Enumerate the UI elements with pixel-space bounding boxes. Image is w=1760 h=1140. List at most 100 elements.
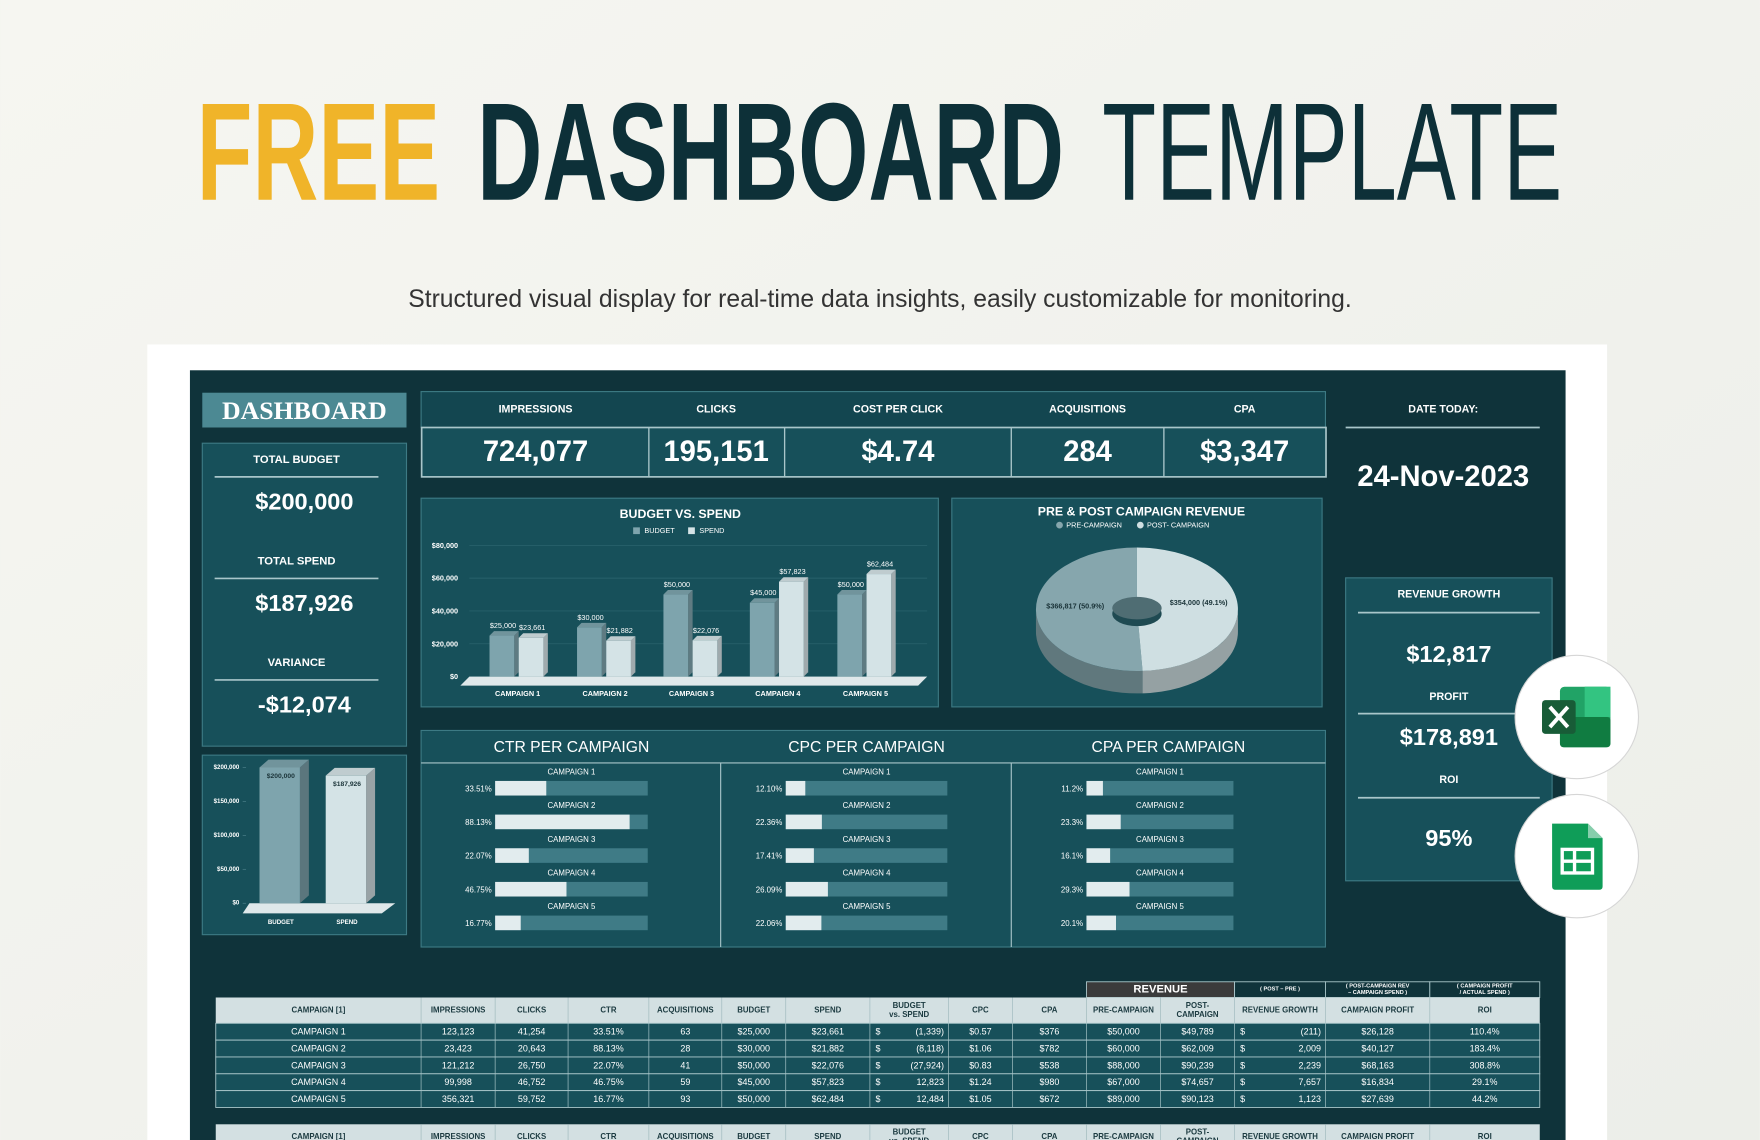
column-header: CAMPAIGN PROFIT (1341, 1132, 1414, 1140)
column-header: CLICKS (517, 1132, 546, 1140)
progress-track (785, 814, 948, 830)
legend-swatch (1136, 521, 1144, 529)
kpi-label: IMPRESSIONS (499, 404, 573, 416)
table-cell: 29.1% (1472, 1077, 1497, 1087)
revenue-value: $12,817 (1406, 641, 1491, 667)
content: TOTAL BUDGET $200,000 TOTAL SPEND $187,926 V… (201, 391, 1553, 1140)
group-label: ( CAMPAIGN PROFIT (1457, 983, 1513, 989)
group-label: – CAMPAIGN SPEND ) (1348, 990, 1407, 996)
table-cell: 44.2% (1472, 1094, 1497, 1104)
y-tick-label: $0 (232, 900, 239, 907)
bar-side (366, 767, 376, 904)
kpi-label: ACQUISITIONS (1049, 404, 1126, 416)
category-label: CAMPAIGN 4 (548, 868, 596, 877)
progress-bar (495, 915, 521, 931)
table-cell: 59 (680, 1077, 690, 1087)
table-cell: 23,423 (444, 1044, 471, 1054)
pie-slice (1136, 547, 1238, 671)
y-tick-label: $200,000 (214, 764, 240, 771)
table-cell: $67,000 (1107, 1077, 1139, 1087)
kpi-header (420, 391, 1327, 429)
value-label: 26.09% (756, 885, 783, 894)
column-header: CAMPAIGN (1176, 1137, 1218, 1140)
data-label: $200,000 (267, 773, 295, 780)
table-header (215, 1124, 1540, 1140)
column-header: vs. SPEND (889, 1137, 929, 1140)
bar-side (688, 590, 693, 677)
currency-sign: $ (876, 1077, 881, 1087)
column-header: CTR (600, 1005, 616, 1014)
table-cell: $0.83 (969, 1060, 991, 1070)
currency-sign: $ (876, 1044, 881, 1054)
table-cell: 41,254 (518, 1027, 545, 1037)
progress-bar (1086, 915, 1117, 931)
bar-side (774, 598, 780, 677)
column-header: ROI (1478, 1132, 1492, 1140)
data-label: $45,000 (750, 588, 776, 597)
progress-bar (785, 848, 814, 863)
table-cell: 46.75% (593, 1077, 623, 1087)
floor (460, 676, 928, 686)
value-label: 22.07% (465, 852, 492, 861)
group-label: ( POST – PRE ) (1260, 987, 1300, 993)
value-label: 22.36% (756, 818, 783, 827)
bar (779, 581, 804, 677)
progress-bar (1086, 814, 1121, 830)
subtitle: Structured visual display for real-time … (408, 286, 1351, 313)
bar (489, 635, 515, 677)
x-tick-label: CAMPAIGN 4 (755, 689, 801, 698)
value-label: 16.77% (465, 919, 492, 928)
bar-side (803, 577, 809, 677)
table-cell: 41 (680, 1060, 690, 1070)
progress-track (1086, 848, 1234, 863)
summary-label: TOTAL BUDGET (253, 454, 340, 466)
value-label: 23.3% (1061, 818, 1083, 827)
bar (866, 574, 892, 677)
table-cell: CAMPAIGN 5 (291, 1094, 346, 1104)
column-header: IMPRESSIONS (431, 1005, 485, 1014)
table-cell: 121,212 (442, 1060, 474, 1070)
table-cell: $1.05 (969, 1094, 991, 1104)
table-cell: $25,000 (738, 1027, 770, 1037)
kpi-value: $3,347 (1200, 436, 1289, 468)
kpi-label: CLICKS (696, 404, 736, 416)
table-cell: 22.07% (593, 1060, 623, 1070)
table-cell: 16.77% (593, 1094, 623, 1104)
column-header: BUDGET (737, 1005, 770, 1014)
category-label: CAMPAIGN 2 (1136, 801, 1184, 810)
table-cell: $22,076 (812, 1060, 844, 1070)
value-label: 29.3% (1061, 885, 1083, 894)
table-cell: 12,484 (917, 1094, 944, 1104)
column-header: POST- (1186, 1001, 1210, 1010)
data-label: $366,817 (50.9%) (1046, 601, 1104, 610)
bar (837, 594, 863, 677)
group-label: / ACTUAL SPEND ) (1460, 990, 1510, 996)
table-cell: $62,009 (1181, 1044, 1213, 1054)
value-label: 88.13% (465, 818, 492, 827)
category-label: CAMPAIGN 1 (548, 767, 596, 776)
bar (692, 640, 718, 677)
table-cell: 110.4% (1470, 1027, 1500, 1037)
table-cell: $16,834 (1361, 1077, 1393, 1087)
column-header: SPEND (814, 1005, 841, 1014)
table-cell: $23,661 (812, 1027, 844, 1037)
table-cell: $50,000 (738, 1060, 770, 1070)
bar-side (891, 569, 896, 677)
table-cell: $90,239 (1181, 1060, 1213, 1070)
table-cell: $21,882 (812, 1044, 844, 1054)
table-cell: 99,998 (444, 1077, 471, 1087)
column-header: REVENUE GROWTH (1242, 1005, 1318, 1014)
data-label: $62,484 (867, 559, 893, 568)
column-header: SPEND (814, 1132, 841, 1140)
value-label: 17.41% (756, 852, 783, 861)
bar-top (518, 633, 548, 638)
currency-sign: $ (876, 1060, 881, 1070)
table-cell: $45,000 (738, 1077, 770, 1087)
column-header: REVENUE GROWTH (1242, 1132, 1318, 1140)
category-label: CAMPAIGN 4 (1136, 868, 1184, 877)
x-tick-label: BUDGET (268, 919, 294, 926)
data-label: $21,882 (607, 626, 633, 635)
chart-title: PRE & POST CAMPAIGN REVENUE (1038, 505, 1245, 519)
x-tick-label: CAMPAIGN 2 (583, 689, 628, 698)
